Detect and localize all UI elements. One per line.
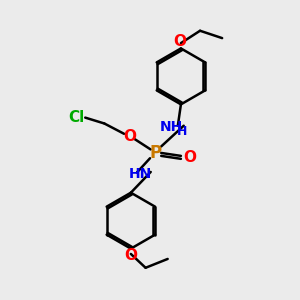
- Text: P: P: [150, 144, 162, 162]
- Text: NH: NH: [160, 120, 183, 134]
- Text: O: O: [123, 129, 136, 144]
- Text: H: H: [176, 125, 187, 138]
- Text: O: O: [183, 150, 196, 165]
- Text: Cl: Cl: [68, 110, 85, 125]
- Text: O: O: [124, 248, 137, 262]
- Text: O: O: [173, 34, 186, 49]
- Text: HN: HN: [129, 167, 152, 181]
